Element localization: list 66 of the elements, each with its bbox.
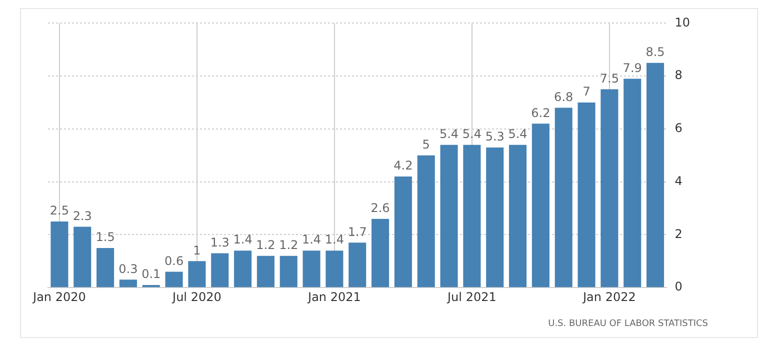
data-label: 7: [582, 84, 590, 99]
bar: [463, 144, 481, 288]
data-label: 5.3: [485, 130, 504, 144]
data-label: 7.5: [600, 71, 619, 86]
data-label: 1.7: [348, 224, 367, 239]
bar: [50, 222, 68, 288]
bar: [440, 144, 458, 288]
data-label: 1.2: [279, 238, 298, 252]
y-tick-label: 2: [674, 226, 682, 241]
bar: [74, 226, 92, 288]
data-label: 5.4: [439, 126, 459, 141]
x-tick-label: Jan 2021: [307, 290, 361, 304]
bar: [234, 250, 252, 288]
bar: [578, 102, 596, 288]
bar: [372, 218, 390, 288]
bar: [348, 242, 366, 288]
data-label: 0.1: [142, 267, 161, 282]
data-label: 1.4: [302, 232, 322, 247]
bar: [417, 155, 435, 288]
data-label: 0.6: [164, 254, 184, 268]
bar: [142, 284, 160, 288]
data-label: 1.5: [96, 230, 115, 244]
text: U.S. BUREAU OF LABOR STATISTICS: [548, 319, 708, 329]
data-label: 7.9: [622, 60, 642, 75]
y-tick-label: 4: [674, 174, 682, 188]
bar: [211, 253, 229, 288]
bar: [256, 256, 274, 288]
bar: [165, 272, 183, 288]
bar: [394, 176, 412, 288]
x-tick-label: Jan 2020: [32, 290, 86, 304]
data-label: 1.3: [210, 235, 230, 250]
bar: [302, 250, 320, 288]
y-tick-label: 0: [674, 280, 682, 294]
bar: [280, 256, 298, 288]
data-label: 2.3: [72, 208, 92, 223]
data-label: 8.5: [646, 44, 665, 59]
bar: [119, 280, 137, 288]
data-label: 0.3: [118, 262, 138, 276]
bar: [326, 250, 344, 288]
bar: [646, 62, 664, 288]
x-tick-label: Jul 2021: [446, 290, 496, 304]
data-label: 6.8: [554, 90, 574, 104]
bar: [486, 147, 504, 288]
data-label: 5: [422, 138, 430, 152]
data-label: 4.2: [394, 158, 413, 173]
data-label: 1.2: [256, 238, 276, 252]
data-label: 1.4: [233, 232, 252, 247]
y-tick-label: 6: [674, 121, 682, 136]
y-tick-label: 8: [674, 68, 682, 82]
data-label: 5.4: [508, 126, 528, 141]
data-label: 1.4: [324, 232, 344, 247]
data-label: 6.2: [531, 106, 550, 120]
y-tick-label: 10: [674, 15, 690, 30]
bar: [532, 124, 550, 288]
x-tick-label: Jan 2022: [582, 290, 636, 304]
data-label: 2.6: [370, 200, 390, 215]
bar: [600, 89, 618, 288]
bar: [509, 144, 527, 288]
x-tick-label: Jul 2020: [172, 290, 222, 304]
data-label: 5.4: [462, 126, 482, 141]
data-label: 2.5: [50, 204, 70, 218]
bar: [96, 248, 114, 288]
bar: [624, 78, 642, 288]
bar: [554, 108, 572, 288]
bar: [188, 261, 206, 288]
data-label: 1: [193, 243, 201, 258]
